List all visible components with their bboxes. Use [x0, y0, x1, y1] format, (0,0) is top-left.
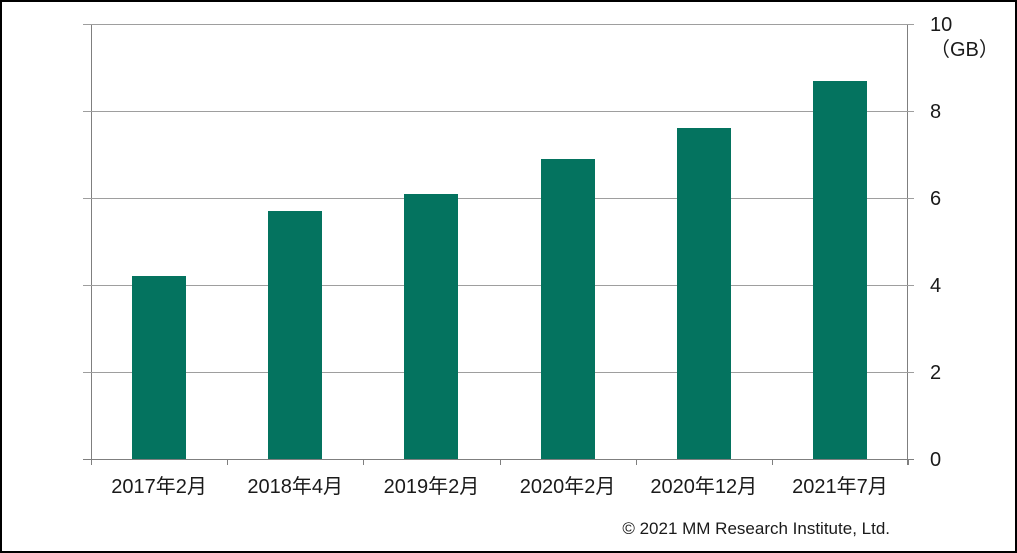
bar-2020年2月: [540, 158, 595, 459]
bar-2019年2月: [404, 193, 459, 459]
y-gridline: [83, 111, 914, 112]
y-axis-tick-label: 2: [930, 361, 942, 384]
x-axis-category-label: 2021年7月: [792, 476, 888, 498]
x-axis-category-label: 2018年4月: [247, 476, 344, 498]
y-axis-tick-label: 4: [930, 274, 942, 297]
x-axis-tick: [363, 459, 365, 465]
y-gridline: [83, 198, 914, 199]
y-gridline: [83, 24, 914, 25]
x-axis-tick: [227, 459, 229, 465]
x-axis-line: [83, 459, 914, 460]
y-axis-tick-label: 0: [930, 448, 942, 471]
y-gridline: [83, 372, 914, 373]
left-axis-line: [91, 24, 92, 465]
x-axis-tick: [499, 459, 501, 465]
right-axis-line: [907, 24, 908, 465]
x-axis-category-label: 2017年2月: [111, 476, 207, 498]
bar-2017年2月: [132, 276, 187, 459]
y-axis-unit-label: （GB）: [930, 39, 999, 61]
y-axis-tick-label: 8: [930, 100, 942, 123]
bar-2018年4月: [268, 211, 323, 459]
x-axis-category-label: 2020年12月: [650, 476, 758, 498]
y-axis-tick-label: 6: [930, 187, 942, 210]
x-axis-tick: [771, 459, 773, 465]
bar-2020年12月: [676, 128, 731, 459]
x-axis-tick: [635, 459, 637, 465]
y-axis-tick-label: 10: [930, 13, 953, 36]
y-gridline: [83, 285, 914, 286]
x-axis-tick: [91, 459, 92, 465]
x-axis-category-label: 2020年2月: [519, 476, 616, 498]
bar-2021年7月: [812, 80, 867, 459]
x-axis-category-label: 2019年2月: [383, 476, 480, 498]
copyright-text: © 2021 MM Research Institute, Ltd.: [622, 519, 890, 538]
x-axis-tick: [908, 459, 909, 465]
